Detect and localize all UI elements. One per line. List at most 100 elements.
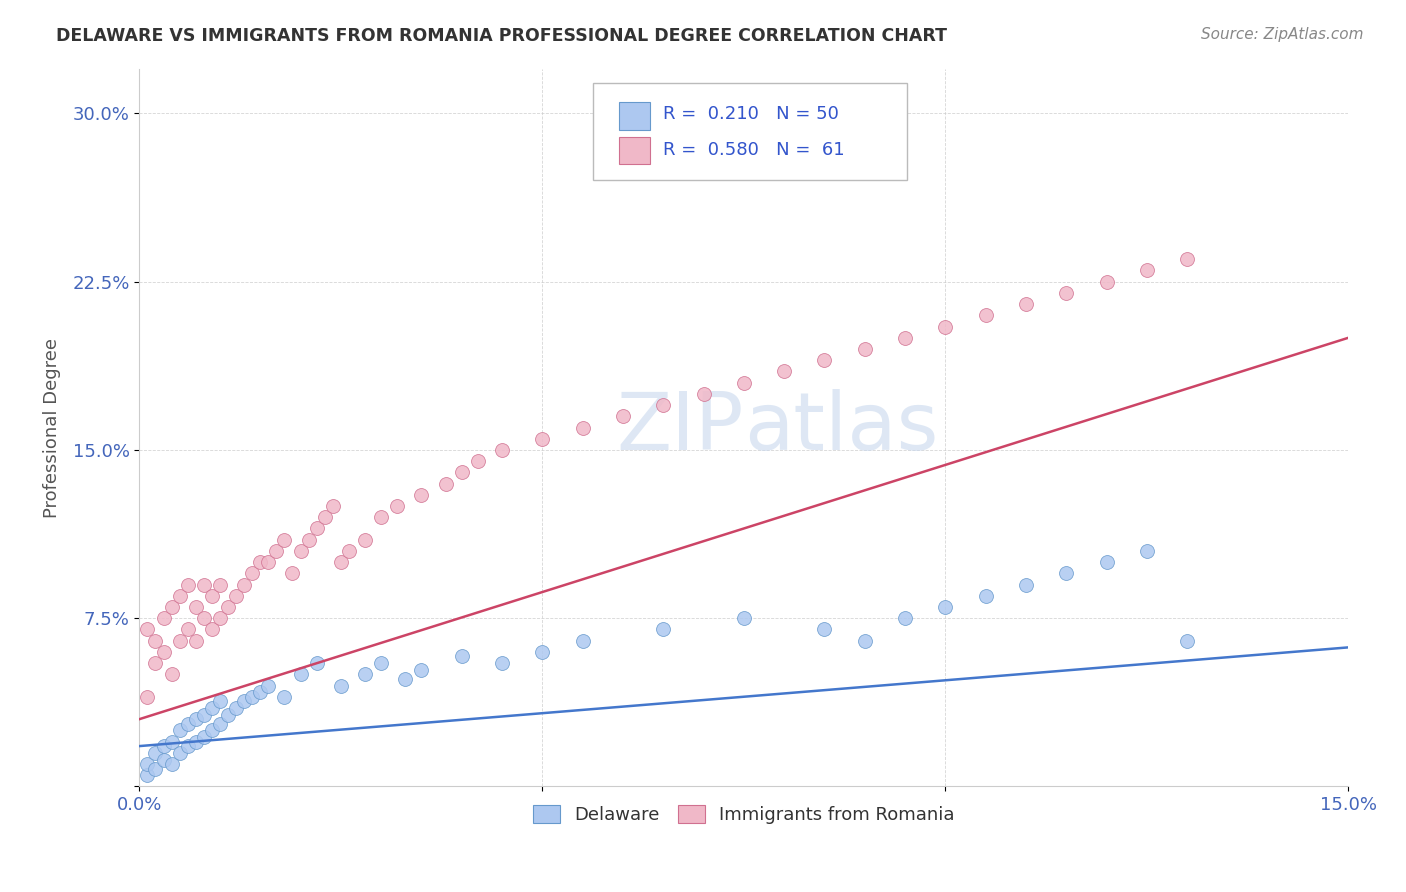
Point bbox=[305, 656, 328, 670]
Point bbox=[169, 589, 191, 603]
Point bbox=[297, 533, 319, 547]
Point bbox=[169, 723, 191, 738]
Point bbox=[434, 476, 457, 491]
Point bbox=[692, 387, 714, 401]
Point bbox=[160, 667, 183, 681]
Point bbox=[467, 454, 489, 468]
Point bbox=[169, 633, 191, 648]
FancyBboxPatch shape bbox=[593, 83, 907, 180]
Point bbox=[145, 762, 167, 776]
Point bbox=[290, 544, 312, 558]
Point bbox=[249, 685, 271, 699]
Point bbox=[612, 409, 634, 424]
Point bbox=[160, 599, 183, 614]
Point bbox=[652, 623, 675, 637]
Point bbox=[160, 734, 183, 748]
FancyBboxPatch shape bbox=[620, 103, 650, 129]
Point bbox=[208, 716, 231, 731]
Point bbox=[853, 342, 876, 356]
Point bbox=[152, 611, 174, 625]
Point bbox=[152, 645, 174, 659]
Point bbox=[193, 707, 215, 722]
Point bbox=[571, 633, 593, 648]
Point bbox=[193, 730, 215, 744]
Point bbox=[193, 611, 215, 625]
Point bbox=[322, 499, 344, 513]
Point bbox=[354, 533, 377, 547]
Point bbox=[281, 566, 304, 581]
Point bbox=[1015, 297, 1038, 311]
Point bbox=[370, 510, 392, 524]
Point bbox=[193, 577, 215, 591]
Point bbox=[136, 757, 159, 772]
Text: DELAWARE VS IMMIGRANTS FROM ROMANIA PROFESSIONAL DEGREE CORRELATION CHART: DELAWARE VS IMMIGRANTS FROM ROMANIA PROF… bbox=[56, 27, 948, 45]
Point bbox=[1015, 577, 1038, 591]
Point bbox=[257, 555, 280, 569]
Text: ZIP: ZIP bbox=[616, 389, 744, 467]
Point bbox=[273, 533, 295, 547]
Point bbox=[853, 633, 876, 648]
Point bbox=[1054, 285, 1077, 300]
Text: R =  0.210   N = 50: R = 0.210 N = 50 bbox=[662, 105, 839, 123]
Point bbox=[531, 645, 554, 659]
Point bbox=[934, 319, 956, 334]
Point bbox=[491, 656, 513, 670]
Point bbox=[136, 768, 159, 782]
Point bbox=[387, 499, 409, 513]
Point bbox=[176, 623, 198, 637]
Point bbox=[225, 701, 247, 715]
Point bbox=[257, 679, 280, 693]
Point bbox=[217, 707, 239, 722]
Point bbox=[733, 611, 755, 625]
Point bbox=[450, 649, 472, 664]
Point bbox=[201, 723, 224, 738]
Point bbox=[208, 577, 231, 591]
Point bbox=[337, 544, 360, 558]
Point bbox=[974, 589, 997, 603]
Point bbox=[169, 746, 191, 760]
Point bbox=[394, 672, 416, 686]
Point bbox=[201, 589, 224, 603]
Y-axis label: Professional Degree: Professional Degree bbox=[44, 337, 60, 517]
Point bbox=[813, 353, 835, 368]
Point bbox=[145, 633, 167, 648]
Point bbox=[733, 376, 755, 390]
Point bbox=[152, 753, 174, 767]
Point bbox=[974, 308, 997, 322]
Point bbox=[491, 442, 513, 457]
Point bbox=[145, 656, 167, 670]
Point bbox=[305, 521, 328, 535]
Point bbox=[1054, 566, 1077, 581]
Point bbox=[136, 623, 159, 637]
Point bbox=[773, 364, 796, 378]
Point bbox=[1136, 544, 1159, 558]
Point bbox=[217, 599, 239, 614]
Point bbox=[329, 679, 352, 693]
Point bbox=[152, 739, 174, 753]
Point bbox=[273, 690, 295, 704]
Text: R =  0.580   N =  61: R = 0.580 N = 61 bbox=[662, 141, 845, 160]
Point bbox=[184, 734, 207, 748]
Point bbox=[1095, 555, 1118, 569]
Point bbox=[329, 555, 352, 569]
Point bbox=[1175, 252, 1198, 267]
Point bbox=[571, 420, 593, 434]
Legend: Delaware, Immigrants from Romania: Delaware, Immigrants from Romania bbox=[522, 794, 966, 835]
Point bbox=[225, 589, 247, 603]
Point bbox=[894, 331, 917, 345]
Point bbox=[411, 488, 433, 502]
Point bbox=[208, 611, 231, 625]
Point bbox=[233, 577, 256, 591]
Point bbox=[1175, 633, 1198, 648]
Point bbox=[240, 566, 263, 581]
Point bbox=[1136, 263, 1159, 277]
Point bbox=[145, 746, 167, 760]
Point bbox=[201, 701, 224, 715]
Text: Source: ZipAtlas.com: Source: ZipAtlas.com bbox=[1201, 27, 1364, 42]
Point bbox=[184, 712, 207, 726]
Point bbox=[136, 690, 159, 704]
Point bbox=[208, 694, 231, 708]
Point bbox=[201, 623, 224, 637]
Point bbox=[184, 599, 207, 614]
Point bbox=[290, 667, 312, 681]
